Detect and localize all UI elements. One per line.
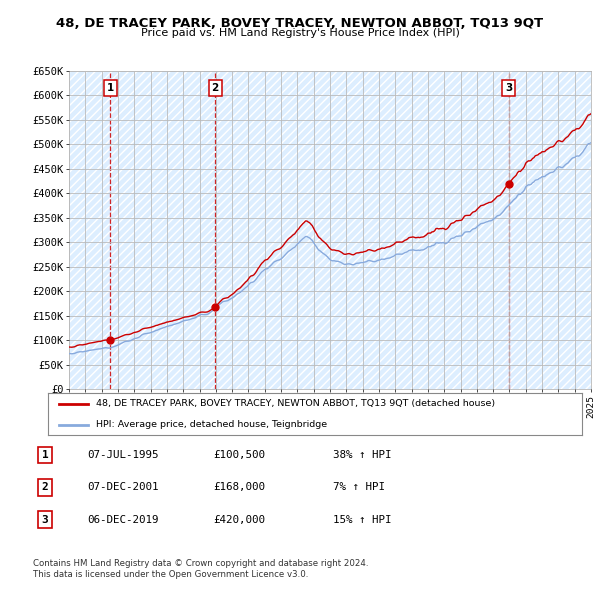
Bar [69, 71, 591, 389]
Text: HPI: Average price, detached house, Teignbridge: HPI: Average price, detached house, Teig… [96, 420, 327, 430]
Text: 3: 3 [41, 515, 49, 525]
Text: This data is licensed under the Open Government Licence v3.0.: This data is licensed under the Open Gov… [33, 571, 308, 579]
Text: 1: 1 [107, 83, 114, 93]
Text: 7% ↑ HPI: 7% ↑ HPI [333, 483, 385, 492]
Text: Contains HM Land Registry data © Crown copyright and database right 2024.: Contains HM Land Registry data © Crown c… [33, 559, 368, 568]
Text: £168,000: £168,000 [213, 483, 265, 492]
Text: 07-JUL-1995: 07-JUL-1995 [87, 450, 158, 460]
Text: 06-DEC-2019: 06-DEC-2019 [87, 515, 158, 525]
Text: 2: 2 [41, 483, 49, 492]
Text: 07-DEC-2001: 07-DEC-2001 [87, 483, 158, 492]
Text: 38% ↑ HPI: 38% ↑ HPI [333, 450, 392, 460]
Text: 15% ↑ HPI: 15% ↑ HPI [333, 515, 392, 525]
Text: 48, DE TRACEY PARK, BOVEY TRACEY, NEWTON ABBOT, TQ13 9QT (detached house): 48, DE TRACEY PARK, BOVEY TRACEY, NEWTON… [96, 399, 495, 408]
Text: 48, DE TRACEY PARK, BOVEY TRACEY, NEWTON ABBOT, TQ13 9QT: 48, DE TRACEY PARK, BOVEY TRACEY, NEWTON… [56, 17, 544, 30]
Text: 3: 3 [505, 83, 512, 93]
Text: 2: 2 [212, 83, 219, 93]
Text: £420,000: £420,000 [213, 515, 265, 525]
Text: 1: 1 [41, 450, 49, 460]
Text: £100,500: £100,500 [213, 450, 265, 460]
Text: Price paid vs. HM Land Registry's House Price Index (HPI): Price paid vs. HM Land Registry's House … [140, 28, 460, 38]
